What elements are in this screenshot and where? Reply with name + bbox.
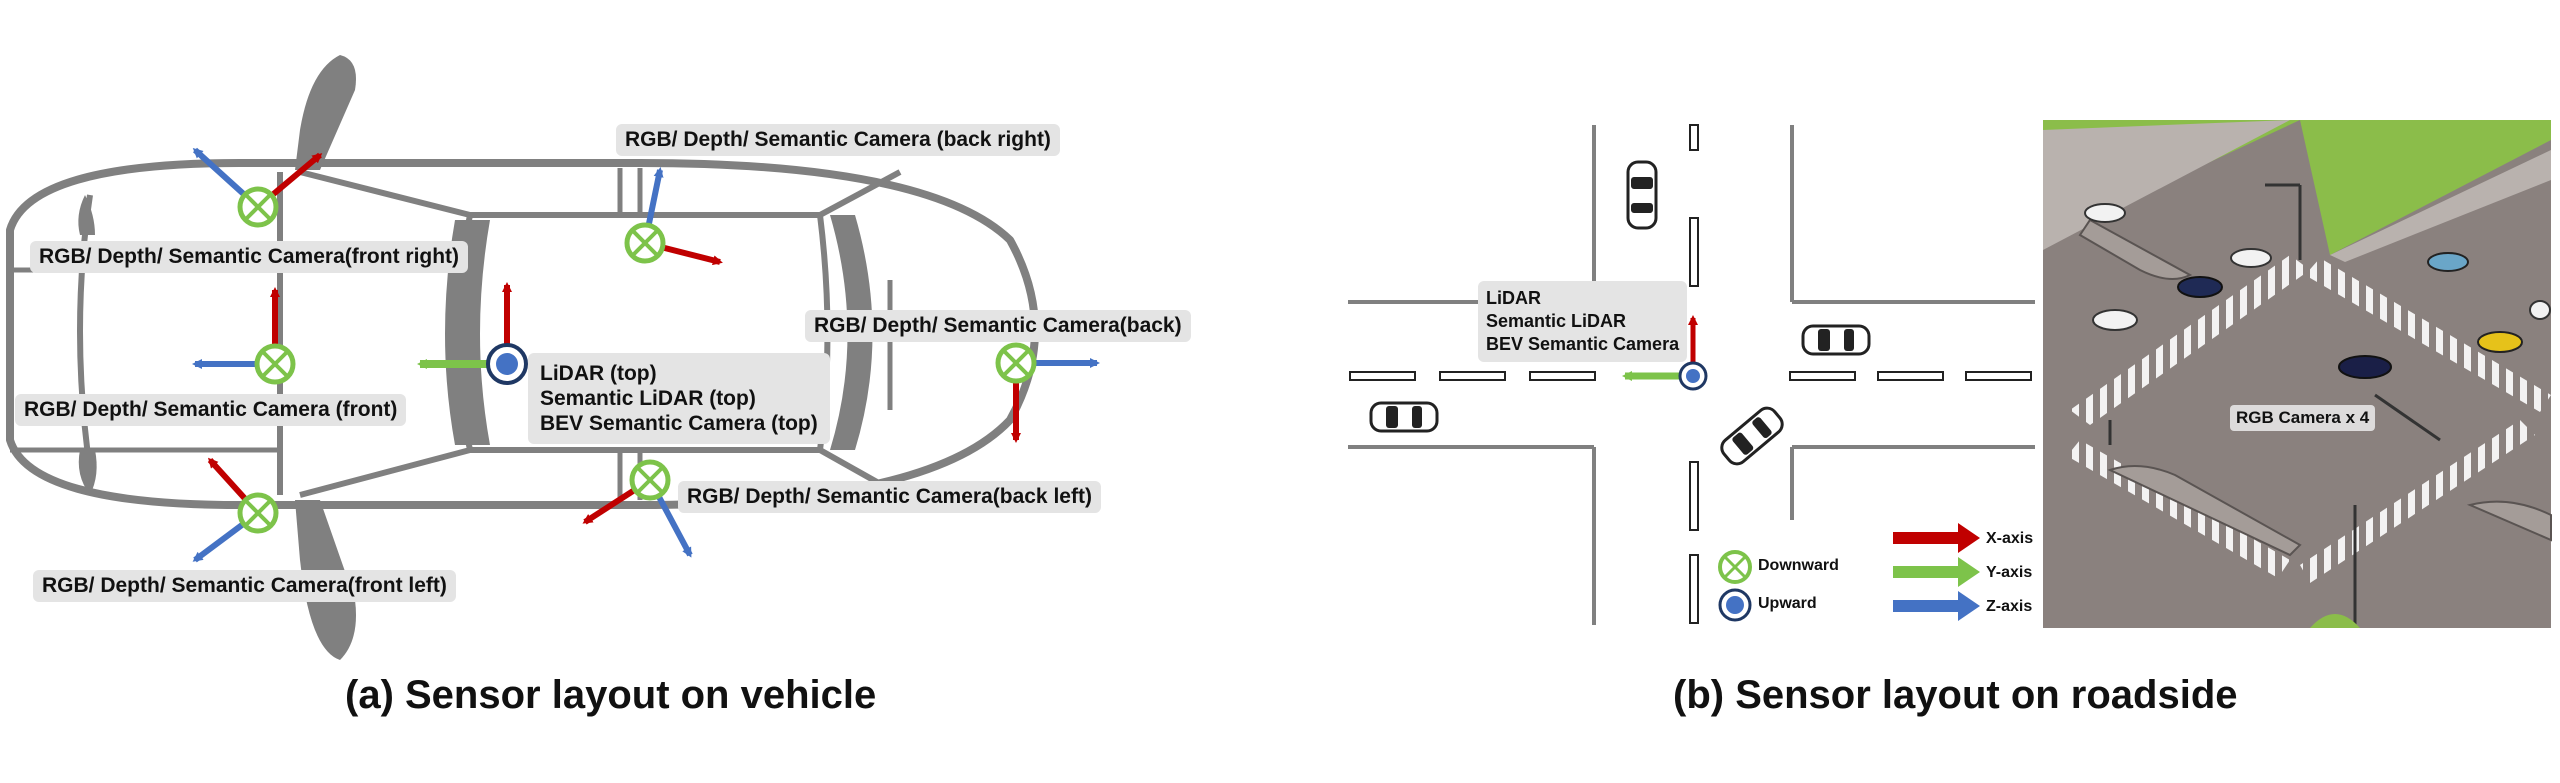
caption-panel-b: (b) Sensor layout on roadside xyxy=(1673,673,2238,717)
photo-label-rgb-camera: RGB Camera x 4 xyxy=(2230,405,2376,431)
car-top-west xyxy=(1369,401,1439,433)
label-top-line2: Semantic LiDAR (top) xyxy=(540,387,756,410)
legend-downward-icon xyxy=(1718,550,1752,584)
car-top-north xyxy=(1626,160,1658,230)
legend-upward-label: Upward xyxy=(1758,595,1817,612)
sensor-front-left xyxy=(192,457,279,563)
sensor-back-right xyxy=(624,167,723,266)
roadside-line1: LiDAR xyxy=(1486,288,1541,308)
label-front: RGB/ Depth/ Semantic Camera (front) xyxy=(15,394,407,426)
label-back: RGB/ Depth/ Semantic Camera(back) xyxy=(805,310,1191,342)
legend-y-arrow xyxy=(1893,557,1980,587)
label-back-right: RGB/ Depth/ Semantic Camera (back right) xyxy=(616,124,1060,156)
caption-panel-a: (a) Sensor layout on vehicle xyxy=(345,673,877,717)
road-layout xyxy=(1348,125,2035,625)
intersection-photo xyxy=(2043,120,2552,628)
label-top-line3: BEV Semantic Camera (top) xyxy=(540,412,818,435)
label-front-left: RGB/ Depth/ Semantic Camera(front left) xyxy=(33,570,456,602)
legend-z-label: Z-axis xyxy=(1986,598,2033,615)
roadside-line2: Semantic LiDAR xyxy=(1486,311,1627,331)
legend-x-label: X-axis xyxy=(1986,530,2034,547)
roadside-sensor xyxy=(1622,315,1708,391)
legend-z-arrow xyxy=(1893,591,1980,621)
sensor-top xyxy=(417,282,528,385)
label-top-sensors: LiDAR (top) Semantic LiDAR (top) BEV Sem… xyxy=(528,353,830,444)
legend-downward-label: Downward xyxy=(1758,557,1839,574)
legend-upward-icon xyxy=(1718,588,1752,622)
roadside-line3: BEV Semantic Camera xyxy=(1486,334,1680,354)
sensor-front xyxy=(192,287,296,385)
sensor-back xyxy=(995,342,1100,443)
car-top-east xyxy=(1801,324,1871,356)
sensor-front-right xyxy=(192,147,323,228)
legend-x-arrow xyxy=(1893,523,1980,553)
sensor-back-left xyxy=(582,459,693,558)
car-top-center xyxy=(1720,406,1784,466)
label-top-line1: LiDAR (top) xyxy=(540,362,657,385)
label-front-right: RGB/ Depth/ Semantic Camera(front right) xyxy=(30,241,469,273)
label-back-left: RGB/ Depth/ Semantic Camera(back left) xyxy=(678,481,1101,513)
legend-y-label: Y-axis xyxy=(1986,564,2033,581)
lane-dashes xyxy=(1349,124,2032,624)
label-roadside-sensors: LiDAR Semantic LiDAR BEV Semantic Camera xyxy=(1478,281,1688,362)
